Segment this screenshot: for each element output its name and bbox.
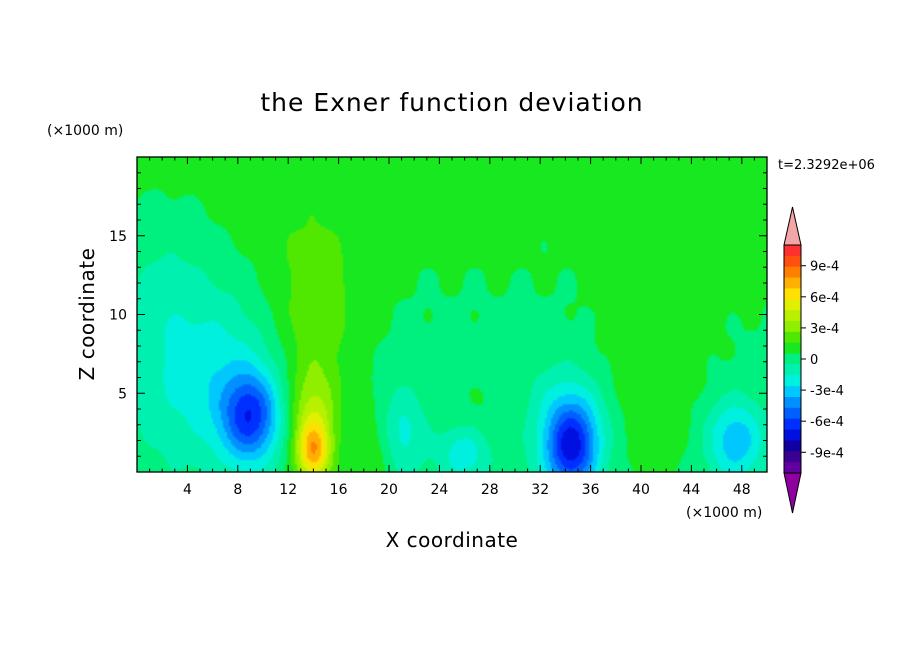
x-axis-ticks: 4 8 12 16 20 24 28 32 36 40 44 48	[149, 157, 755, 498]
colorbar-tick-label: -9e-4	[810, 446, 844, 461]
colorbar-band	[784, 451, 801, 463]
colorbar-band	[784, 321, 801, 333]
colorbar-band	[784, 245, 801, 257]
y-axis-ticks: 5 10 15	[109, 172, 767, 457]
colorbar-tick-label: -3e-4	[810, 384, 844, 399]
x-tick-label: 44	[682, 482, 700, 498]
x-tick-label: 20	[380, 482, 398, 498]
x-tick-label: 8	[233, 482, 242, 498]
y-tick-label: 10	[109, 308, 127, 324]
colorbar-band	[784, 353, 801, 365]
colorbar: 9e-4 6e-4 3e-4 0 -3e-4 -6e-4 -9e-4	[783, 206, 844, 514]
colorbar-band	[784, 266, 801, 278]
x-tick-label: 48	[733, 482, 751, 498]
y-tick-label: 15	[109, 229, 127, 245]
y-unit-label: (×1000 m)	[47, 123, 123, 139]
colorbar-band	[784, 440, 801, 452]
colorbar-band	[784, 277, 801, 289]
colorbar-band	[784, 386, 801, 398]
colorbar-tick-label: 0	[810, 353, 818, 368]
y-axis-label: Z coordinate	[75, 248, 99, 381]
colorbar-tick-label: 3e-4	[810, 322, 839, 337]
colorbar-band	[784, 331, 801, 344]
colorbar-band	[784, 288, 801, 300]
colorbar-band	[784, 407, 801, 420]
x-tick-label: 24	[430, 482, 448, 498]
colorbar-under-triangle	[783, 472, 802, 514]
colorbar-band	[784, 375, 801, 387]
x-tick-label: 28	[481, 482, 499, 498]
x-tick-label: 40	[632, 482, 650, 498]
x-tick-label: 32	[531, 482, 549, 498]
colorbar-tick-label: 9e-4	[810, 260, 839, 275]
colorbar-band	[784, 342, 801, 354]
x-tick-label: 36	[582, 482, 600, 498]
x-tick-label: 16	[330, 482, 348, 498]
colorbar-band	[784, 255, 801, 268]
colorbar-over-triangle	[783, 206, 802, 246]
colorbar-band	[784, 364, 801, 376]
colorbar-band	[784, 462, 801, 474]
contour-field	[137, 157, 767, 472]
colorbar-band	[784, 299, 801, 311]
colorbar-tick-label: 6e-4	[810, 291, 839, 306]
time-label: t=2.3292e+06	[778, 158, 875, 173]
x-unit-label: (×1000 m)	[686, 505, 762, 521]
y-tick-label: 5	[118, 386, 127, 402]
x-tick-label: 4	[183, 482, 192, 498]
colorbar-band	[784, 418, 801, 430]
colorbar-band	[784, 310, 801, 322]
colorbar-band	[784, 429, 801, 441]
x-axis-label: X coordinate	[386, 528, 519, 552]
colorbar-band	[784, 397, 801, 409]
chart-title: the Exner function deviation	[260, 88, 643, 117]
colorbar-tick-label: -6e-4	[810, 415, 844, 430]
x-tick-label: 12	[279, 482, 297, 498]
plot-area	[136, 156, 768, 473]
